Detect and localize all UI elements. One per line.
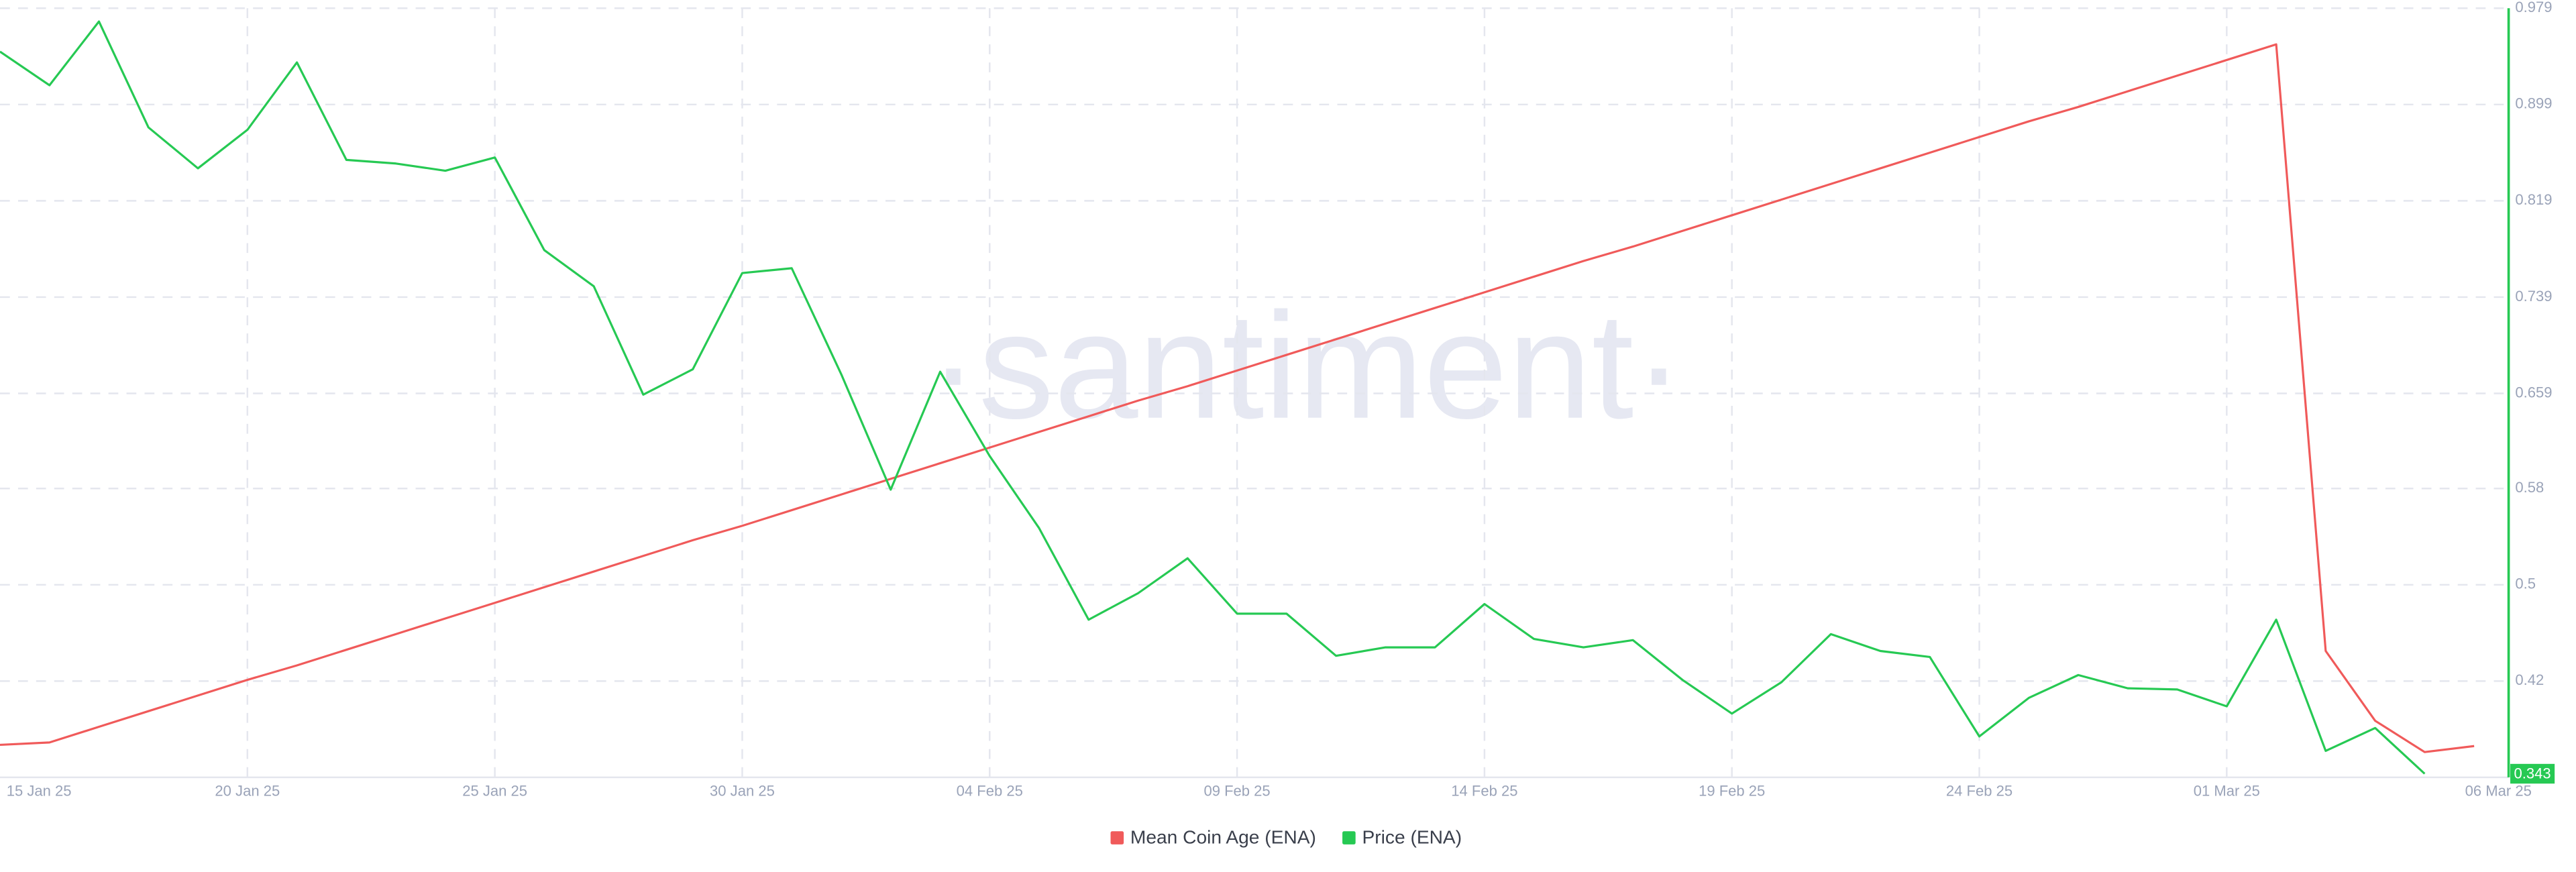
legend-label: Price (ENA) [1362, 827, 1462, 848]
x-tick-label: 04 Feb 25 [957, 782, 1023, 799]
legend-label: Mean Coin Age (ENA) [1130, 827, 1316, 848]
x-tick-label: 06 Mar 25 [2465, 782, 2532, 799]
series-line [0, 43, 2475, 753]
x-tick-label: 14 Feb 25 [1451, 782, 1517, 799]
y-tick-label: 0.819 [2515, 191, 2552, 208]
x-tick-label: 19 Feb 25 [1699, 782, 1765, 799]
last-value-badge [2510, 763, 2555, 784]
x-tick-label: 24 Feb 25 [1946, 782, 2012, 799]
y-tick-label: 0.5 [2515, 576, 2536, 592]
legend-swatch [1110, 831, 1124, 844]
y-tick-label: 0.58 [2515, 479, 2544, 496]
x-tick-label: 25 Jan 25 [462, 782, 527, 799]
y-tick-label: 0.979 [2515, 0, 2552, 15]
last-value-label: 0.343 [2514, 765, 2551, 782]
x-tick-label: 15 Jan 25 [7, 782, 72, 799]
y-tick-label: 0.899 [2515, 95, 2552, 112]
x-tick-label: 01 Mar 25 [2194, 782, 2260, 799]
x-tick-label: 09 Feb 25 [1203, 782, 1270, 799]
watermark: ·santiment· [928, 281, 1684, 450]
y-tick-label: 0.42 [2515, 671, 2544, 688]
x-tick-label: 20 Jan 25 [215, 782, 280, 799]
legend-swatch [1342, 831, 1356, 844]
y-tick-label: 0.739 [2515, 288, 2552, 305]
y-tick-label: 0.659 [2515, 384, 2552, 400]
x-tick-label: 30 Jan 25 [710, 782, 775, 799]
series-line [0, 20, 2426, 775]
